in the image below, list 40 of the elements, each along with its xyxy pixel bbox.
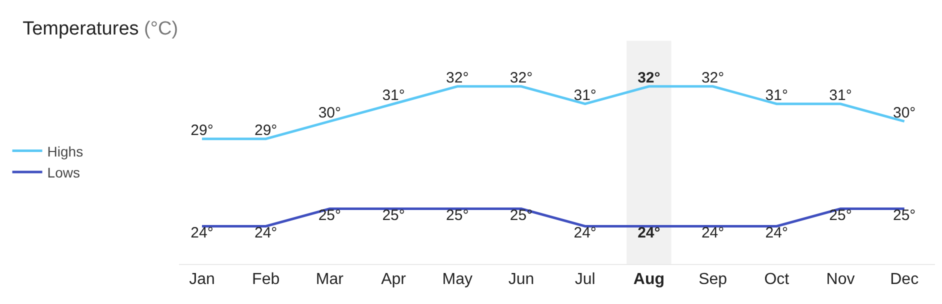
data-label: 25° (893, 207, 916, 224)
data-label: 31° (765, 87, 788, 104)
x-tick-label: Feb (252, 271, 280, 288)
chart-title: Temperatures (22, 18, 139, 40)
data-label: 32° (446, 70, 469, 87)
data-label: 25° (382, 207, 405, 224)
x-tick-label: Dec (890, 271, 919, 288)
data-label: 29° (190, 122, 214, 140)
data-label: 25° (829, 207, 852, 224)
x-tick-label: Sep (698, 271, 728, 288)
x-tick-label: Nov (826, 271, 855, 288)
x-tick-label: Jan (189, 271, 215, 288)
data-label: 25° (446, 207, 469, 224)
data-label: 31° (382, 87, 405, 104)
data-label: 30° (893, 104, 916, 122)
x-tick-label: Jul (574, 271, 596, 288)
x-tick-label: Aug (633, 271, 665, 288)
x-tick-label: Mar (316, 271, 344, 288)
data-label: 25° (510, 207, 533, 224)
data-label: 24° (254, 224, 278, 242)
chart-subtitle: (°C) (144, 18, 178, 40)
data-label: 29° (254, 122, 278, 140)
data-label: 32° (638, 70, 660, 87)
x-tick-label: May (442, 271, 473, 288)
data-label: 30° (318, 104, 342, 122)
data-label: 24° (701, 224, 724, 242)
data-label: 32° (701, 70, 724, 87)
data-label: 25° (318, 207, 342, 224)
legend-label: Highs (47, 143, 84, 160)
x-tick-label: Oct (764, 271, 790, 288)
data-label: 31° (574, 87, 596, 104)
data-label: 24° (638, 224, 660, 242)
data-label: 24° (765, 224, 788, 242)
data-label: 24° (574, 224, 596, 242)
data-label: 32° (510, 70, 533, 87)
data-label: 24° (190, 224, 214, 242)
legend-label: Lows (47, 164, 80, 180)
x-tick-label: Jun (508, 271, 534, 288)
data-label: 31° (829, 87, 852, 104)
x-tick-label: Apr (381, 271, 407, 288)
